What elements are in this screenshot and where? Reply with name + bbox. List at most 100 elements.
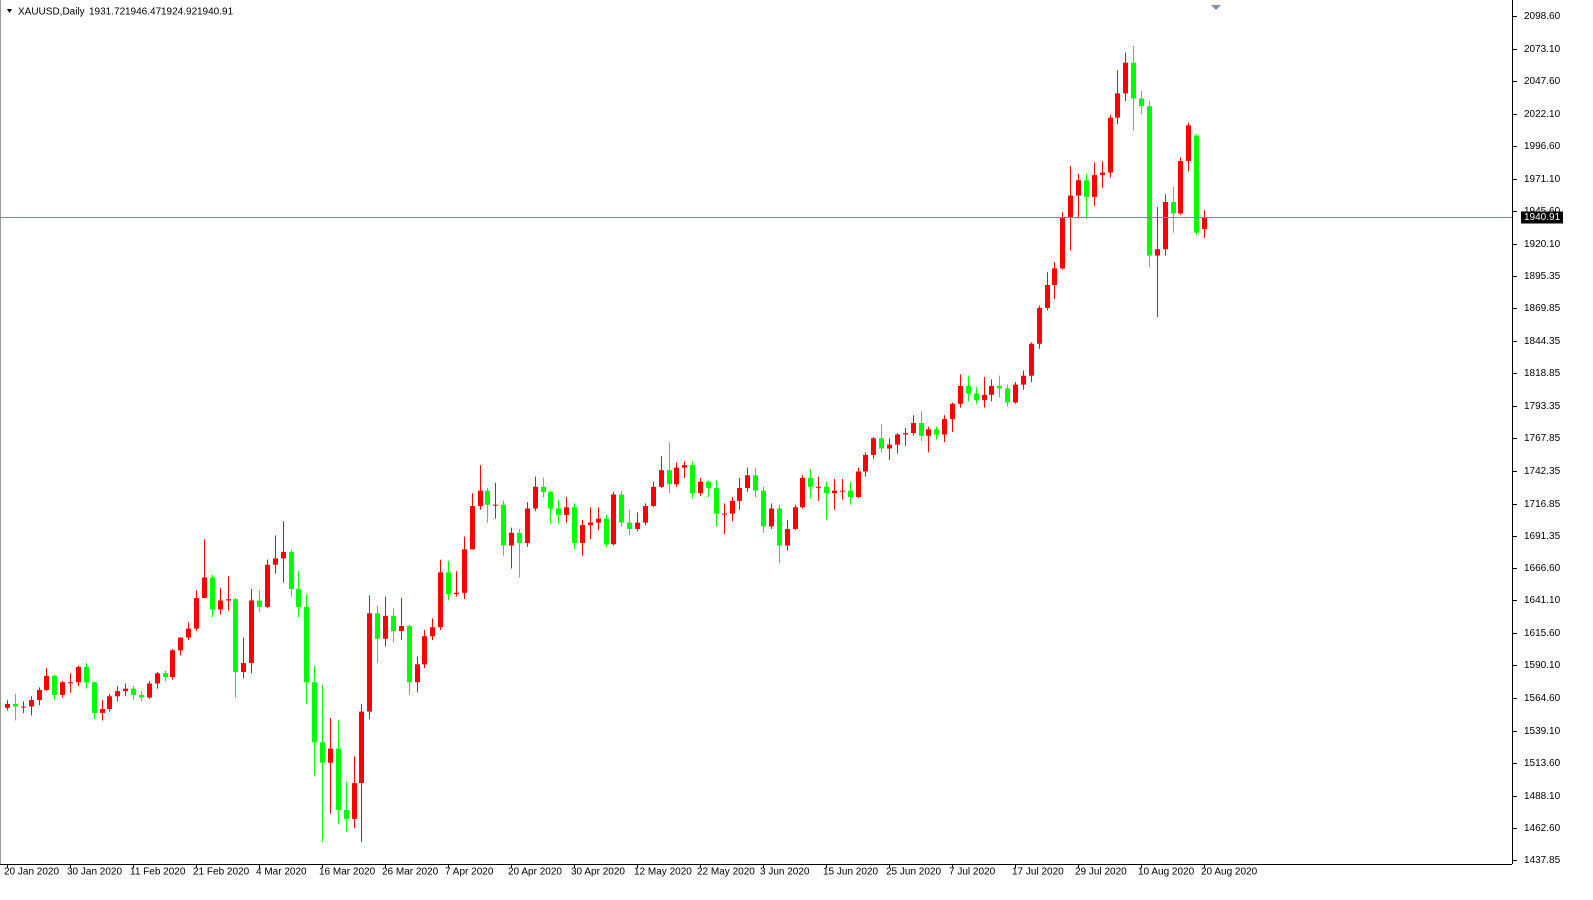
candle-body xyxy=(178,637,183,651)
candle-body xyxy=(1186,125,1191,162)
candle-body xyxy=(824,486,829,494)
candle-body xyxy=(722,513,727,515)
candle-body xyxy=(619,494,624,523)
x-tick-label: 26 Mar 2020 xyxy=(382,867,439,878)
candle-body xyxy=(926,429,931,436)
y-tick-label: 1742.35 xyxy=(1524,466,1561,477)
header-open: 1931.72 xyxy=(89,7,126,18)
candle-body xyxy=(840,490,845,492)
candle-body xyxy=(493,504,498,506)
header-low: 1924.92 xyxy=(161,7,198,18)
candle-body xyxy=(391,615,396,632)
candle-body xyxy=(186,628,191,638)
x-tick-label: 22 May 2020 xyxy=(697,867,755,878)
candle-body xyxy=(548,491,553,509)
candle-body xyxy=(312,682,317,743)
candle-body xyxy=(1084,180,1089,197)
candle-body xyxy=(336,748,341,810)
candle-body xyxy=(13,703,18,707)
candle-body xyxy=(1131,62,1136,99)
candle-body xyxy=(218,600,223,610)
candle-body xyxy=(604,518,609,545)
candle-body xyxy=(281,551,286,559)
candle-body xyxy=(320,742,325,763)
candle-body xyxy=(895,434,900,445)
candle-body xyxy=(60,682,65,696)
y-tick-label: 1513.60 xyxy=(1524,758,1561,769)
candle-body xyxy=(950,403,955,420)
candle-body xyxy=(627,522,632,529)
x-tick-label: 10 Aug 2020 xyxy=(1138,867,1195,878)
candle-body xyxy=(643,505,648,523)
candle-body xyxy=(21,706,26,708)
candle-body xyxy=(997,385,1002,389)
x-tick-label: 20 Apr 2020 xyxy=(508,867,562,878)
candle-body xyxy=(304,606,309,683)
candle-body xyxy=(383,615,388,639)
candle-body xyxy=(147,683,152,698)
candle-body xyxy=(1013,384,1018,403)
y-tick-label: 1818.85 xyxy=(1524,368,1561,379)
candle-body xyxy=(430,627,435,637)
candle-body xyxy=(808,477,813,487)
candle-body xyxy=(966,385,971,394)
candle-body xyxy=(1202,217,1207,230)
candle-body xyxy=(194,597,199,629)
candle-body xyxy=(100,709,105,713)
candle-body xyxy=(730,500,735,514)
y-tick-label: 1691.35 xyxy=(1524,531,1561,542)
y-tick-label: 1488.10 xyxy=(1524,791,1561,802)
candle-body xyxy=(84,666,89,683)
candle-body xyxy=(1052,268,1057,285)
candle-body xyxy=(517,532,522,544)
y-tick-label: 1996.60 xyxy=(1524,141,1561,152)
candle-body xyxy=(682,465,687,468)
candle-body xyxy=(541,486,546,492)
y-tick-label: 1462.60 xyxy=(1524,823,1561,834)
x-tick-label: 17 Jul 2020 xyxy=(1012,867,1064,878)
shift-marker[interactable] xyxy=(1211,5,1221,10)
candle-body xyxy=(1005,388,1010,403)
candle-body xyxy=(470,505,475,550)
candle-body xyxy=(793,507,798,529)
x-tick-label: 15 Jun 2020 xyxy=(823,867,878,878)
candle-body xyxy=(29,700,34,707)
candle-body xyxy=(257,600,262,607)
y-tick-label: 1767.85 xyxy=(1524,433,1561,444)
candle-body xyxy=(375,613,380,639)
candle-body xyxy=(352,783,357,819)
x-tick-label: 20 Aug 2020 xyxy=(1201,867,1258,878)
candle-body xyxy=(1068,195,1073,218)
y-tick-label: 1920.10 xyxy=(1524,239,1561,250)
candle-body xyxy=(911,422,916,434)
candle-body xyxy=(1100,172,1105,176)
candle-body xyxy=(942,419,947,435)
candle-body xyxy=(273,558,278,565)
candle-body xyxy=(816,486,821,488)
candle-body xyxy=(879,438,884,449)
candle-body xyxy=(903,433,908,435)
candle-body xyxy=(785,528,790,546)
candle-body xyxy=(359,711,364,784)
candle-body xyxy=(989,385,994,395)
candle-body xyxy=(249,600,254,664)
candle-body xyxy=(856,471,861,498)
candle-body xyxy=(919,422,924,436)
candle-body xyxy=(832,490,837,494)
y-tick-label: 1590.10 xyxy=(1524,660,1561,671)
candle-body xyxy=(367,613,372,712)
x-tick-label: 30 Jan 2020 xyxy=(67,867,122,878)
x-tick-label: 20 Jan 2020 xyxy=(4,867,59,878)
candle-body xyxy=(131,688,136,696)
candle-body xyxy=(533,486,538,509)
candle-body xyxy=(753,475,758,491)
candle-body xyxy=(454,592,459,595)
candle-body xyxy=(1021,375,1026,385)
candle-body xyxy=(226,599,231,601)
y-tick-label: 2073.10 xyxy=(1524,44,1561,55)
symbol-menu-arrow[interactable] xyxy=(7,9,12,13)
candle-body xyxy=(934,429,939,435)
y-tick-label: 1895.35 xyxy=(1524,271,1561,282)
y-tick-label: 1844.35 xyxy=(1524,336,1561,347)
x-tick-label: 4 Mar 2020 xyxy=(256,867,307,878)
